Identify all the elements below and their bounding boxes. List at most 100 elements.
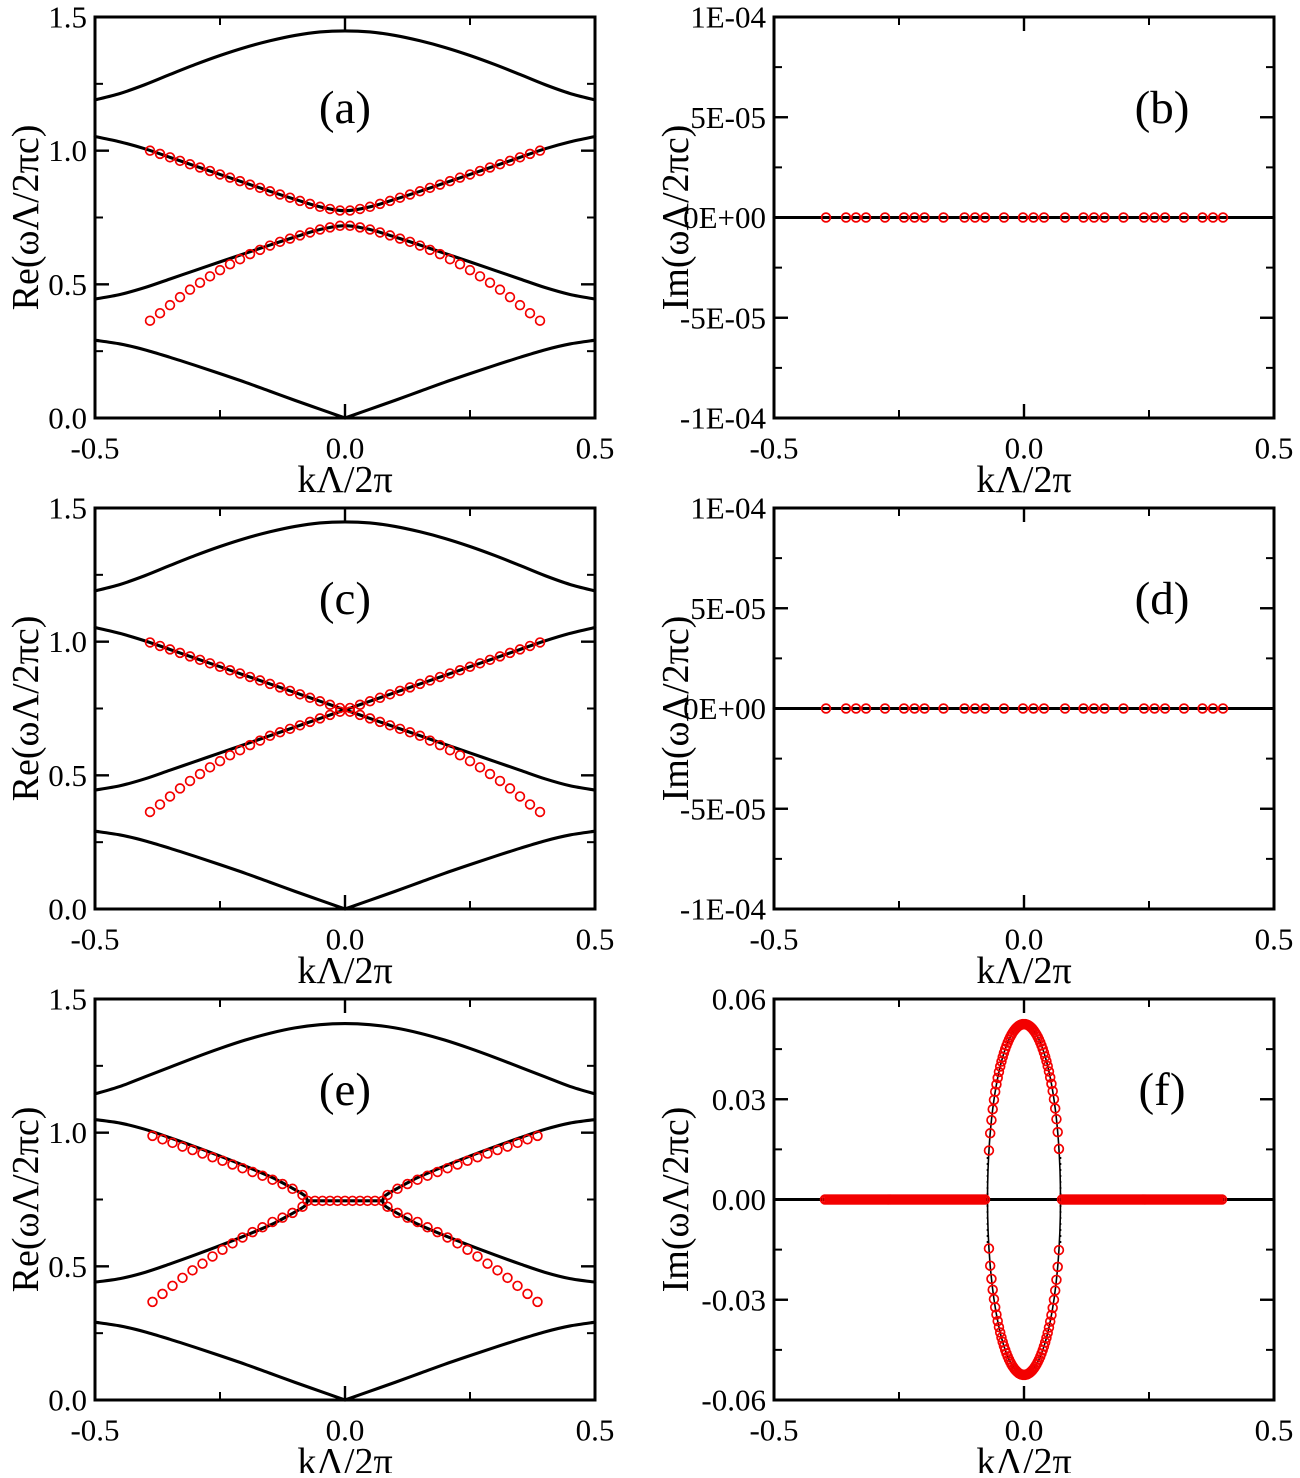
marker-circle [297,1189,308,1201]
x-axis-title: kΛ/2π [976,1441,1071,1473]
marker-circle [294,195,306,207]
band-curve-band-1 [343,338,597,420]
marker-circle [1046,1309,1057,1321]
band-curve-band-4 [93,1022,597,1096]
marker-circle [204,658,216,669]
marker-circle [1099,703,1110,714]
band-curves [93,1022,597,1402]
marker-circle [382,1201,393,1212]
marker-circle [147,1130,158,1142]
marker-circle [154,307,166,319]
marker-circle [1149,212,1160,223]
marker-circle [898,212,910,223]
marker-circle [1038,212,1050,223]
marker-circle [184,775,196,787]
marker-circle [1138,703,1150,714]
red-markers [147,1130,543,1308]
marker-circle [514,152,526,163]
marker-circle [424,675,436,686]
marker-circle [197,1148,208,1159]
marker-circle [979,1194,991,1205]
marker-circle [534,806,546,818]
y-tick-label: 0.03 [712,1082,766,1117]
y-tick-label: 0.00 [712,1182,766,1217]
x-tick-label: -0.5 [749,922,798,957]
x-tick-label: 0.0 [1005,1413,1044,1448]
marker-circle [247,1226,258,1238]
marker-circle [984,1260,996,1271]
marker-circle [227,1159,238,1170]
y-tick-label: 1.0 [48,624,87,659]
marker-circle [522,1288,533,1300]
marker-circle [524,799,536,810]
marker-circle [304,692,316,704]
marker-circle [919,212,930,223]
marker-circle [177,1272,188,1284]
marker-circle [464,661,476,673]
tick-labels: -0.5 0.0 0.5 1E-04 5E-05 0E+00 -5E-05 -1E-04 [680,491,1293,957]
marker-circle [294,230,306,241]
x-axis-title: kΛ/2π [297,1441,392,1473]
panel-letter-a: (a) [319,82,371,134]
panel-letter-b: (b) [1135,82,1190,134]
marker-circle [394,192,406,203]
marker-circle [324,203,336,215]
y-tick-label: 1.5 [48,491,87,526]
y-tick-label: 0.5 [48,267,87,302]
marker-circle [217,1155,228,1166]
marker-circle [1044,1316,1056,1327]
marker-circle [382,1189,393,1201]
band-curve-band-2 [343,708,597,792]
marker-circle [532,1296,543,1308]
marker-circle [344,702,356,714]
marker-circle [154,799,166,810]
marker-circle [983,1243,995,1254]
marker-circle [1042,1327,1053,1339]
marker-circle [424,735,436,746]
marker-circle [1078,703,1089,714]
marker-circle [284,233,296,244]
marker-circle [274,236,286,248]
marker-circle [1041,1332,1052,1344]
marker-circle [514,299,526,311]
marker-circle [414,730,426,742]
marker-circle [297,1201,308,1212]
marker-circle [424,244,436,256]
marker-circle [277,1212,288,1223]
marker-circle [257,1170,268,1181]
marker-circle [274,682,286,693]
marker-circle [422,1170,433,1181]
x-tick-label: -0.5 [749,431,798,466]
marker-circle [1038,703,1050,714]
y-axis-title: Re(ωΛ/2πc) [5,125,47,311]
marker-circle [254,182,266,194]
marker-circle [157,1134,168,1145]
marker-circle [244,179,256,190]
marker-circle [494,775,506,787]
marker-circle [364,201,376,213]
marker-circle [334,706,346,717]
marker-circle [993,1066,1005,1078]
marker-circle [484,768,496,780]
marker-circle [204,762,216,773]
marker-circle [264,730,276,742]
marker-circle [384,689,396,700]
x-tick-label: 0.0 [1005,431,1044,466]
x-tick-label: 0.0 [326,922,365,957]
marker-circle [194,768,206,780]
marker-circle [989,1086,1001,1097]
marker-circle [204,271,216,282]
marker-circle [374,227,386,238]
marker-circle [484,277,496,288]
marker-circle [237,1162,248,1174]
marker-circle [1159,212,1171,223]
marker-circle [840,212,852,223]
marker-circle [247,1166,258,1178]
marker-circle [502,1272,513,1284]
x-tick-label: 0.5 [576,922,615,957]
marker-circle [850,212,862,223]
marker-circle [324,222,336,233]
marker-circle [444,668,456,679]
axes [772,15,1276,420]
y-tick-label: 5E-05 [690,100,766,135]
